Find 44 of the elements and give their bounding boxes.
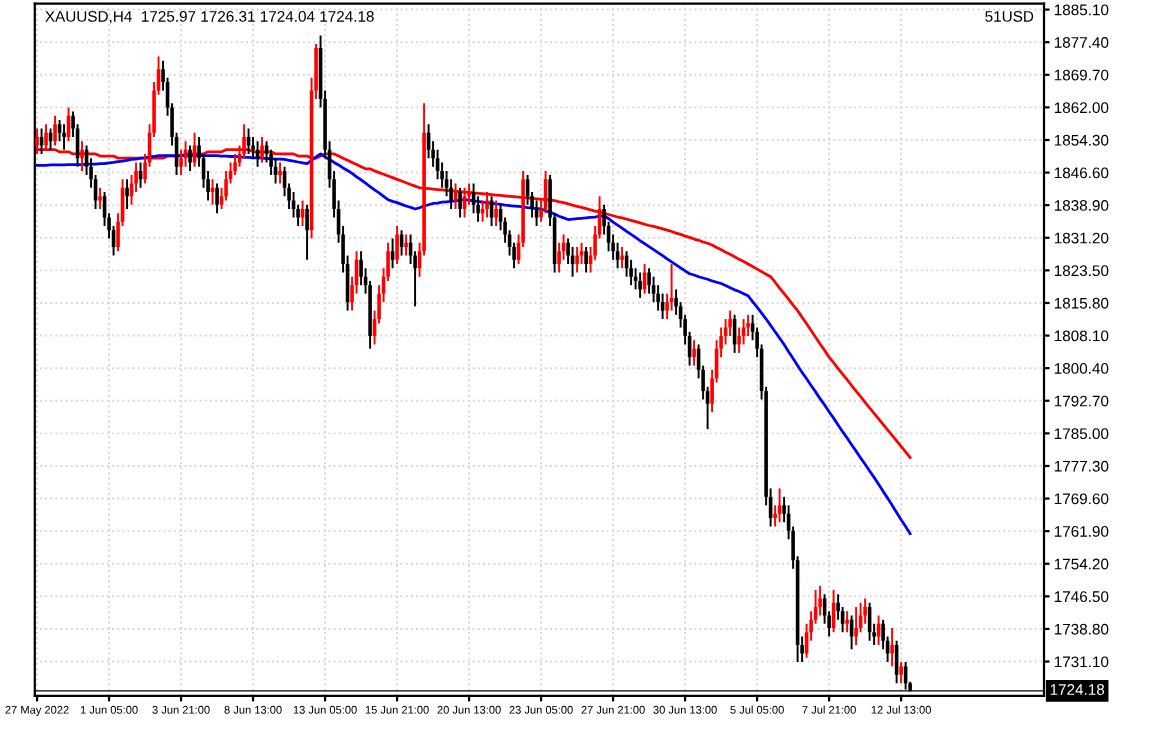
candlestick	[494, 199, 498, 227]
candlestick	[125, 178, 129, 210]
candlestick	[57, 119, 62, 143]
candlestick	[854, 605, 858, 646]
candlestick	[62, 123, 66, 151]
candlestick	[179, 148, 183, 177]
candlestick	[692, 339, 696, 367]
candlestick	[660, 292, 665, 321]
candlestick	[404, 233, 408, 257]
candlestick	[449, 178, 453, 210]
candlestick	[890, 627, 894, 668]
candlestick	[359, 250, 363, 287]
candlestick	[188, 144, 192, 172]
candlestick	[305, 203, 309, 261]
candlestick	[647, 267, 651, 295]
candlestick	[269, 148, 273, 177]
candlestick	[651, 275, 656, 304]
candlestick	[728, 309, 732, 337]
candlestick	[453, 182, 458, 210]
candlestick	[818, 584, 822, 617]
candlestick	[845, 610, 849, 634]
candlestick	[98, 186, 102, 210]
candlestick	[579, 241, 584, 265]
candlestick	[458, 186, 462, 219]
candlestick	[638, 271, 642, 299]
candlestick	[557, 241, 561, 274]
candlestick	[251, 136, 255, 160]
candlestick	[615, 241, 620, 270]
candlestick	[777, 487, 782, 524]
candlestick	[485, 191, 489, 219]
candlestick	[215, 182, 219, 215]
candlestick	[899, 660, 903, 685]
candlestick	[390, 237, 395, 270]
candlestick	[629, 258, 633, 287]
candlestick	[863, 597, 867, 625]
candlestick	[737, 326, 741, 354]
candlestick	[278, 161, 282, 185]
candlestick	[584, 246, 588, 274]
candlestick	[224, 169, 228, 202]
candlestick	[656, 284, 660, 312]
candlestick	[746, 313, 750, 337]
candlestick	[395, 224, 399, 265]
candlestick	[620, 246, 624, 270]
candlestick	[575, 246, 579, 274]
